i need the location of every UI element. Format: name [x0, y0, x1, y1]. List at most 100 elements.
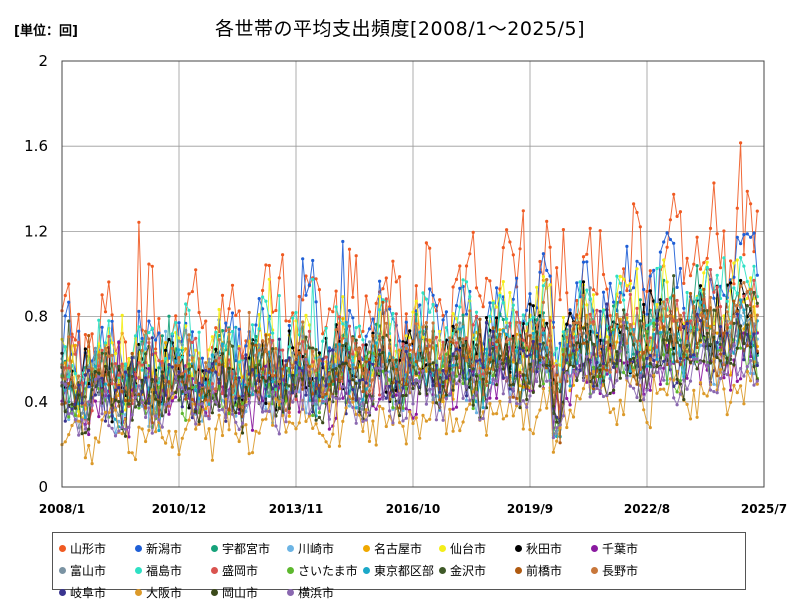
data-point: [180, 436, 184, 440]
data-point: [388, 344, 392, 348]
data-point: [735, 303, 739, 307]
data-point: [488, 371, 492, 375]
data-point: [127, 366, 131, 370]
data-point: [63, 345, 67, 349]
data-point: [438, 390, 442, 394]
data-point: [628, 282, 632, 286]
data-point: [458, 264, 462, 268]
data-point: [424, 346, 428, 351]
legend-label: 福島市: [146, 563, 183, 578]
data-point: [234, 380, 238, 384]
data-point: [267, 409, 271, 414]
data-point: [254, 389, 258, 393]
data-point: [702, 342, 706, 346]
data-point: [120, 313, 124, 317]
data-point: [618, 398, 622, 402]
data-point: [164, 441, 168, 445]
data-point: [484, 379, 489, 383]
data-point: [632, 327, 636, 332]
data-point: [755, 363, 759, 368]
data-point: [428, 246, 432, 250]
data-point: [341, 385, 345, 389]
data-point: [97, 440, 101, 444]
data-point: [678, 338, 683, 342]
data-point: [655, 309, 659, 313]
data-point: [140, 378, 144, 382]
data-point: [200, 383, 204, 387]
data-point: [130, 374, 134, 378]
data-point: [528, 362, 532, 366]
legend-item: 前橋市: [515, 559, 591, 581]
data-point: [645, 356, 649, 361]
data-point: [682, 325, 686, 329]
data-point: [692, 388, 696, 392]
data-point: [321, 421, 325, 425]
data-point: [488, 334, 492, 338]
data-point: [398, 275, 402, 279]
data-point: [404, 320, 408, 324]
data-point: [725, 373, 729, 377]
data-point: [521, 349, 525, 353]
legend-label: 仙台市: [450, 541, 487, 556]
data-point: [495, 396, 499, 400]
data-point: [458, 429, 462, 433]
data-point: [351, 316, 355, 320]
data-point: [364, 387, 368, 391]
data-point: [461, 381, 465, 386]
data-point: [100, 348, 104, 352]
data-point: [297, 369, 301, 373]
data-point: [123, 427, 128, 431]
data-point: [545, 379, 549, 383]
data-point: [739, 141, 743, 145]
data-point: [581, 387, 586, 391]
data-point: [675, 214, 679, 218]
data-point: [367, 411, 372, 415]
data-point: [548, 364, 552, 368]
data-point: [187, 367, 191, 371]
data-point: [137, 376, 141, 380]
data-point: [685, 356, 689, 360]
data-point: [511, 414, 515, 418]
data-point: [90, 367, 94, 371]
data-point: [184, 369, 188, 373]
data-point: [234, 313, 238, 318]
data-point: [257, 390, 261, 394]
data-point: [511, 360, 515, 364]
data-point: [571, 349, 576, 353]
data-point: [511, 336, 515, 340]
data-point: [337, 444, 342, 448]
data-point: [314, 368, 318, 373]
data-point: [678, 356, 683, 361]
data-point: [230, 311, 235, 315]
data-point: [297, 410, 301, 414]
data-point: [174, 314, 178, 318]
data-point: [451, 341, 455, 345]
data-point: [83, 347, 87, 351]
data-point: [123, 362, 128, 366]
series-19: [60, 321, 759, 440]
data-point: [478, 380, 482, 384]
data-point: [652, 362, 656, 366]
data-point: [658, 305, 663, 309]
data-point: [555, 420, 559, 424]
data-point: [662, 387, 666, 391]
data-point: [361, 329, 365, 333]
data-point: [739, 324, 743, 328]
data-point: [541, 382, 546, 386]
data-point: [612, 391, 616, 395]
data-point: [685, 376, 689, 380]
data-point: [130, 388, 134, 392]
data-point: [605, 302, 609, 306]
data-point: [277, 400, 281, 404]
data-point: [548, 334, 552, 338]
data-point: [668, 237, 673, 242]
data-point: [254, 429, 258, 433]
data-point: [508, 400, 512, 404]
data-point: [454, 355, 459, 359]
data-point: [63, 377, 67, 381]
data-point: [103, 341, 108, 345]
data-point: [374, 341, 378, 345]
data-point: [518, 402, 522, 406]
data-point: [601, 362, 606, 366]
data-point: [749, 235, 753, 239]
